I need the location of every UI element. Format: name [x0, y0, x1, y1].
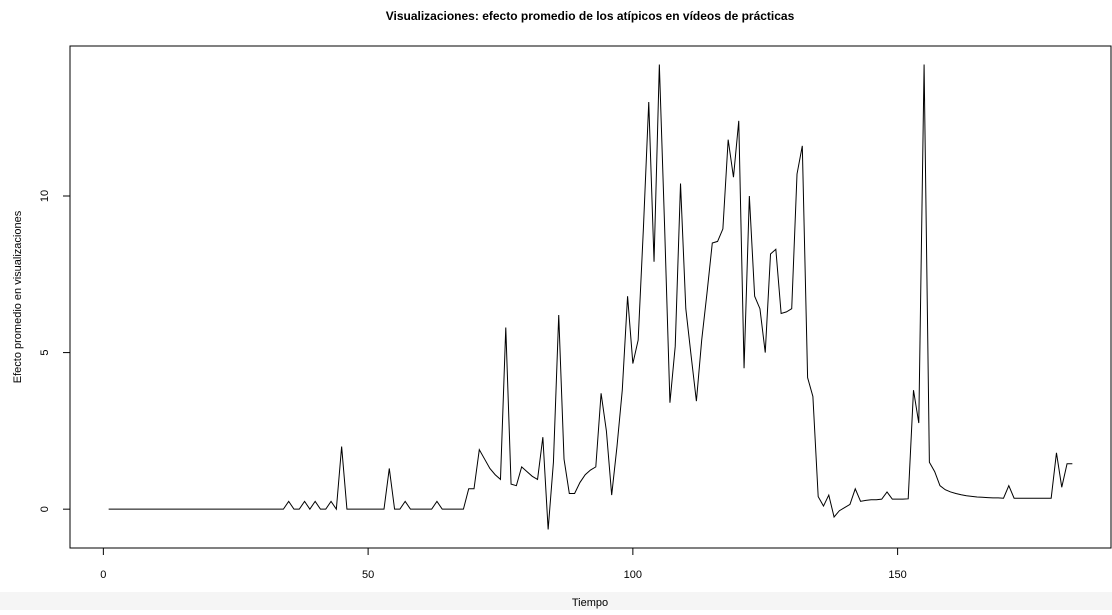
x-tick-label: 150 — [888, 569, 906, 581]
y-tick-label: 0 — [39, 506, 51, 512]
chart-title: Visualizaciones: efecto promedio de los … — [386, 9, 795, 23]
footer-strip — [0, 592, 1112, 610]
x-tick-label: 100 — [624, 569, 642, 581]
x-tick-label: 50 — [362, 569, 374, 581]
plot-box — [69, 45, 1112, 549]
y-tick-label: 10 — [39, 190, 51, 202]
x-tick-label: 0 — [100, 569, 106, 581]
x-axis-label: Tiempo — [572, 597, 608, 609]
y-axis-label: Efecto promedio en visualizaciones — [12, 210, 24, 383]
y-tick-label: 5 — [39, 350, 51, 356]
data-line — [108, 64, 1073, 530]
